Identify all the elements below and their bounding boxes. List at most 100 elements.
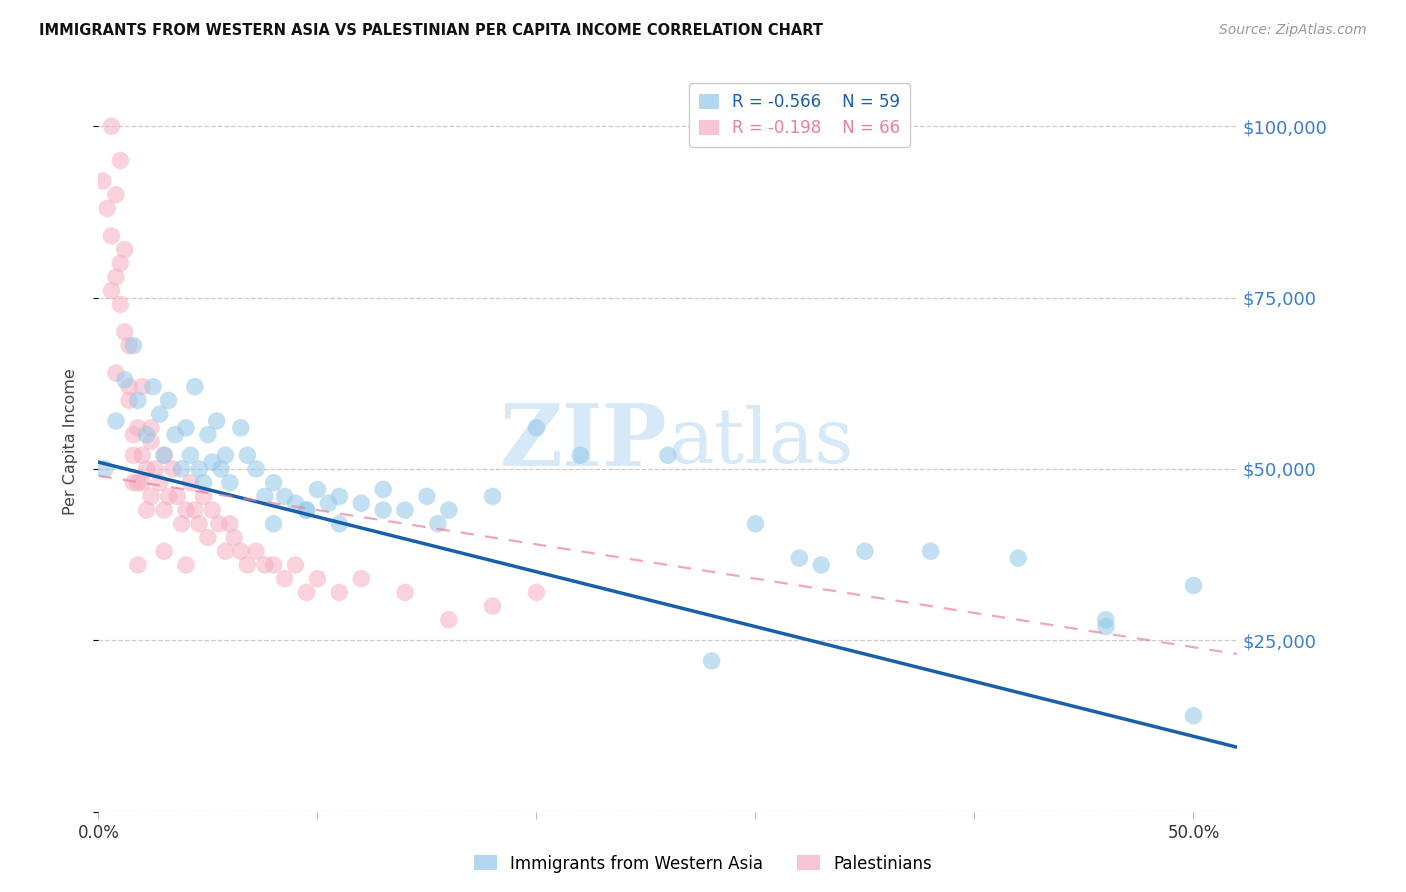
Point — [135, 503, 157, 517]
Point — [153, 544, 176, 558]
Point — [236, 558, 259, 572]
Point — [394, 503, 416, 517]
Point — [118, 338, 141, 352]
Point — [91, 174, 114, 188]
Point — [205, 414, 228, 428]
Point — [184, 503, 207, 517]
Point — [295, 503, 318, 517]
Point — [149, 475, 172, 490]
Point — [100, 119, 122, 133]
Point — [920, 544, 942, 558]
Point — [127, 393, 149, 408]
Point — [110, 297, 132, 311]
Point — [214, 544, 236, 558]
Point — [104, 270, 127, 285]
Point — [295, 585, 318, 599]
Point — [437, 613, 460, 627]
Point — [193, 475, 215, 490]
Point — [153, 448, 176, 462]
Point — [157, 393, 180, 408]
Point — [174, 558, 197, 572]
Point — [328, 585, 350, 599]
Point — [104, 366, 127, 380]
Point — [328, 516, 350, 531]
Point — [526, 585, 548, 599]
Point — [263, 558, 285, 572]
Point — [307, 572, 329, 586]
Point — [118, 380, 141, 394]
Point — [201, 503, 224, 517]
Point — [139, 434, 162, 449]
Point — [253, 489, 276, 503]
Point — [481, 599, 503, 613]
Point — [229, 421, 252, 435]
Text: Source: ZipAtlas.com: Source: ZipAtlas.com — [1219, 23, 1367, 37]
Point — [1007, 551, 1029, 566]
Point — [263, 475, 285, 490]
Point — [179, 475, 201, 490]
Point — [426, 516, 449, 531]
Point — [437, 503, 460, 517]
Point — [100, 284, 122, 298]
Point — [110, 256, 132, 270]
Text: ZIP: ZIP — [501, 400, 668, 483]
Point — [295, 503, 318, 517]
Point — [245, 462, 267, 476]
Point — [371, 483, 394, 497]
Point — [127, 475, 149, 490]
Point — [110, 153, 132, 168]
Point — [165, 427, 187, 442]
Point — [170, 516, 193, 531]
Point — [145, 462, 166, 476]
Point — [263, 516, 285, 531]
Point — [1095, 613, 1118, 627]
Point — [284, 558, 307, 572]
Point — [179, 448, 201, 462]
Point — [96, 202, 118, 216]
Point — [1095, 619, 1118, 633]
Point — [153, 503, 176, 517]
Point — [273, 489, 295, 503]
Point — [114, 325, 136, 339]
Point — [371, 503, 394, 517]
Point — [118, 393, 141, 408]
Point — [569, 448, 592, 462]
Point — [139, 489, 162, 503]
Point — [131, 475, 153, 490]
Point — [416, 489, 439, 503]
Point — [153, 448, 176, 462]
Point — [208, 516, 231, 531]
Point — [236, 448, 259, 462]
Point — [114, 243, 136, 257]
Text: IMMIGRANTS FROM WESTERN ASIA VS PALESTINIAN PER CAPITA INCOME CORRELATION CHART: IMMIGRANTS FROM WESTERN ASIA VS PALESTIN… — [39, 23, 824, 38]
Point — [209, 462, 232, 476]
Point — [122, 338, 145, 352]
Point — [526, 421, 548, 435]
Point — [114, 373, 136, 387]
Point — [787, 551, 810, 566]
Point — [127, 558, 149, 572]
Point — [328, 489, 350, 503]
Point — [94, 462, 117, 476]
Point — [131, 380, 153, 394]
Point — [104, 187, 127, 202]
Point — [162, 462, 184, 476]
Point — [214, 448, 236, 462]
Point — [184, 380, 207, 394]
Point — [394, 585, 416, 599]
Point — [273, 572, 295, 586]
Point — [197, 427, 219, 442]
Legend: Immigrants from Western Asia, Palestinians: Immigrants from Western Asia, Palestinia… — [467, 848, 939, 880]
Point — [1182, 578, 1205, 592]
Text: atlas: atlas — [668, 405, 853, 478]
Point — [149, 407, 172, 421]
Point — [127, 421, 149, 435]
Point — [188, 516, 211, 531]
Point — [100, 228, 122, 243]
Point — [224, 531, 246, 545]
Point — [139, 421, 162, 435]
Point — [104, 414, 127, 428]
Point — [122, 475, 145, 490]
Point — [135, 427, 157, 442]
Point — [284, 496, 307, 510]
